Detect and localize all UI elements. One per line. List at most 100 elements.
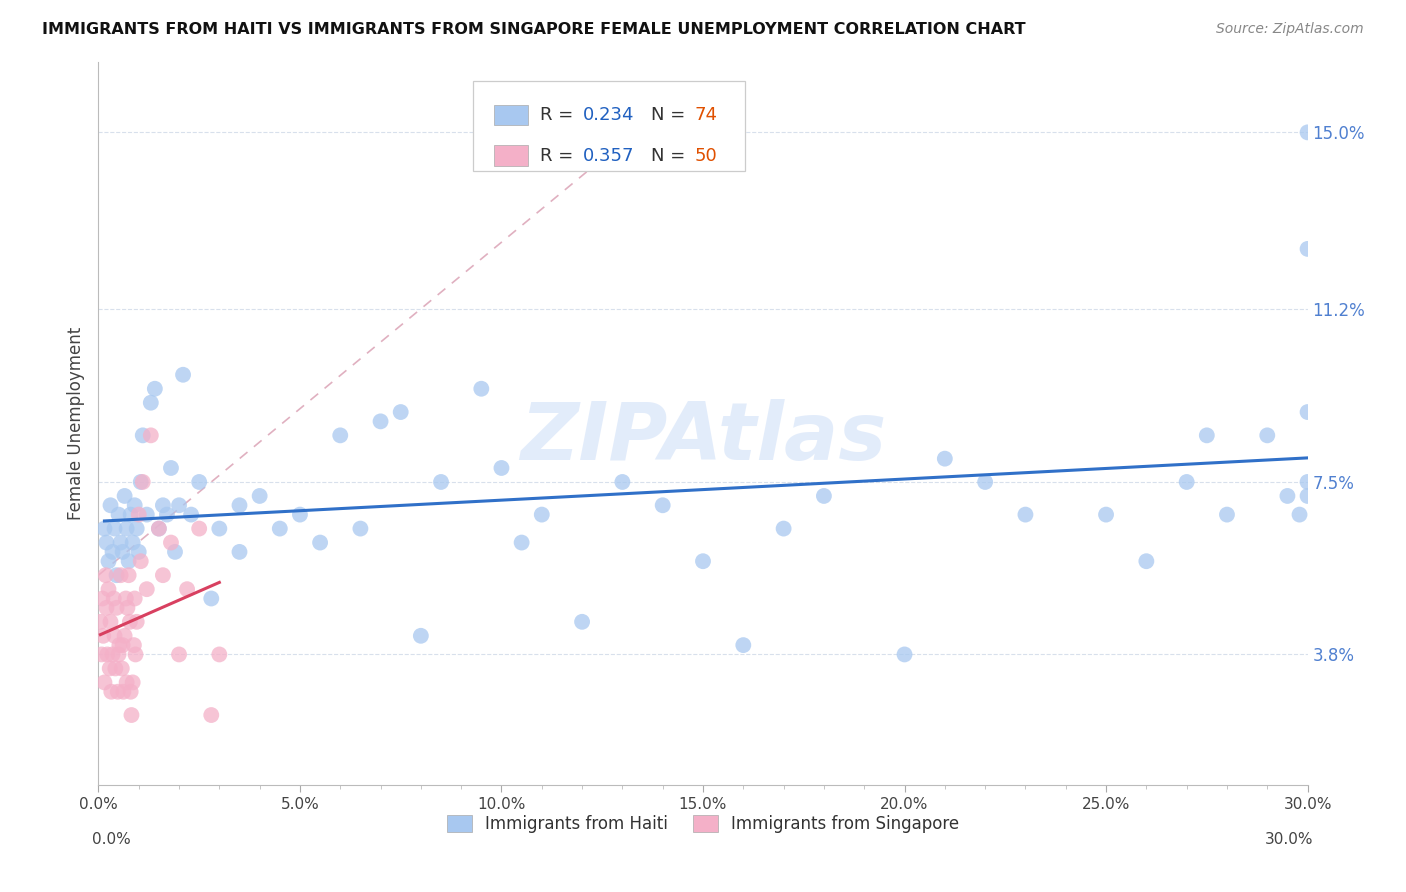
- Point: [329, 428, 352, 442]
- Text: 30.0%: 30.0%: [1265, 832, 1313, 847]
- Point: [1095, 508, 1118, 522]
- Point: [208, 522, 231, 536]
- Point: [228, 498, 250, 512]
- Point: [1135, 554, 1157, 568]
- Point: [93, 522, 115, 536]
- Text: 0.234: 0.234: [583, 106, 634, 124]
- Point: [389, 405, 412, 419]
- Point: [200, 708, 222, 723]
- Point: [1256, 428, 1278, 442]
- Point: [120, 684, 142, 698]
- Point: [100, 684, 122, 698]
- Point: [107, 508, 129, 522]
- Point: [93, 675, 115, 690]
- Point: [1296, 489, 1319, 503]
- Point: [117, 600, 139, 615]
- Point: [101, 648, 124, 662]
- Point: [111, 661, 134, 675]
- Point: [1288, 508, 1310, 522]
- Point: [122, 638, 145, 652]
- Point: [111, 638, 134, 652]
- Point: [1195, 428, 1218, 442]
- Point: [96, 600, 118, 615]
- Point: [110, 535, 132, 549]
- Point: [129, 475, 152, 489]
- Point: [97, 554, 120, 568]
- Point: [1296, 242, 1319, 256]
- Point: [90, 648, 112, 662]
- Point: [208, 648, 231, 662]
- Text: R =: R =: [540, 146, 579, 164]
- Point: [110, 568, 132, 582]
- Point: [125, 522, 148, 536]
- Point: [1296, 125, 1319, 139]
- Legend: Immigrants from Haiti, Immigrants from Singapore: Immigrants from Haiti, Immigrants from S…: [439, 807, 967, 842]
- FancyBboxPatch shape: [494, 145, 527, 166]
- Text: N =: N =: [651, 146, 690, 164]
- Point: [167, 498, 190, 512]
- Point: [124, 591, 146, 606]
- FancyBboxPatch shape: [474, 80, 745, 171]
- Point: [135, 582, 157, 597]
- Point: [101, 545, 124, 559]
- Y-axis label: Female Unemployment: Female Unemployment: [66, 327, 84, 520]
- Point: [200, 591, 222, 606]
- Point: [132, 428, 155, 442]
- Point: [530, 508, 553, 522]
- Point: [114, 489, 136, 503]
- Point: [104, 661, 127, 675]
- FancyBboxPatch shape: [494, 104, 527, 125]
- Point: [176, 582, 198, 597]
- Point: [188, 522, 211, 536]
- Text: IMMIGRANTS FROM HAITI VS IMMIGRANTS FROM SINGAPORE FEMALE UNEMPLOYMENT CORRELATI: IMMIGRANTS FROM HAITI VS IMMIGRANTS FROM…: [42, 22, 1026, 37]
- Point: [105, 568, 128, 582]
- Point: [118, 615, 141, 629]
- Point: [228, 545, 250, 559]
- Point: [96, 535, 118, 549]
- Point: [772, 522, 794, 536]
- Point: [1296, 405, 1319, 419]
- Point: [139, 395, 162, 409]
- Point: [135, 508, 157, 522]
- Point: [114, 591, 136, 606]
- Point: [167, 648, 190, 662]
- Text: ZIPAtlas: ZIPAtlas: [520, 399, 886, 477]
- Point: [103, 522, 125, 536]
- Point: [100, 498, 122, 512]
- Text: 0.357: 0.357: [583, 146, 634, 164]
- Point: [94, 568, 117, 582]
- Point: [120, 508, 142, 522]
- Text: 50: 50: [695, 146, 717, 164]
- Point: [89, 615, 111, 629]
- Point: [470, 382, 492, 396]
- Point: [139, 428, 162, 442]
- Point: [114, 629, 136, 643]
- Point: [1175, 475, 1198, 489]
- Point: [118, 568, 141, 582]
- Point: [121, 708, 143, 723]
- Point: [111, 545, 134, 559]
- Point: [269, 522, 291, 536]
- Point: [98, 661, 121, 675]
- Point: [612, 475, 634, 489]
- Point: [105, 600, 128, 615]
- Point: [510, 535, 533, 549]
- Point: [125, 615, 148, 629]
- Point: [692, 554, 714, 568]
- Point: [100, 615, 122, 629]
- Point: [651, 498, 673, 512]
- Point: [107, 648, 129, 662]
- Point: [103, 629, 125, 643]
- Point: [180, 508, 202, 522]
- Point: [160, 535, 183, 549]
- Point: [1216, 508, 1239, 522]
- Point: [112, 684, 135, 698]
- Point: [148, 522, 170, 536]
- Point: [491, 461, 513, 475]
- Point: [409, 629, 432, 643]
- Text: 74: 74: [695, 106, 717, 124]
- Point: [132, 475, 155, 489]
- Point: [91, 629, 114, 643]
- Text: 0.0%: 0.0%: [93, 832, 131, 847]
- Point: [91, 591, 114, 606]
